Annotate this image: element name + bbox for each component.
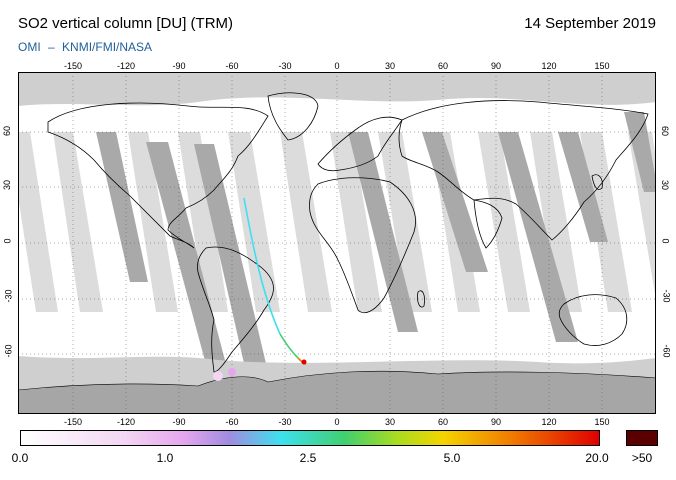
lat-tick-left: 60 (2, 125, 13, 137)
lat-tick-right: -30 (661, 289, 672, 303)
india (473, 199, 503, 249)
lat-tick-right: 30 (660, 179, 671, 191)
colorbar-label: >50 (631, 451, 653, 465)
lon-tick-bottom: 60 (437, 417, 449, 427)
swath-dark-group (96, 112, 656, 372)
graticule (18, 72, 656, 414)
colorbar-overflow-swatch (626, 430, 658, 446)
japan (591, 174, 603, 190)
coastlines (47, 92, 649, 373)
credit-separator: – (48, 40, 55, 54)
lon-tick-bottom: 90 (490, 417, 502, 427)
lat-tick-right: 0 (660, 238, 671, 244)
colorbar-label: 0.0 (11, 451, 29, 465)
lon-tick-bottom: 150 (594, 417, 610, 427)
lon-tick-top: -90 (172, 61, 186, 71)
asia (398, 100, 649, 241)
lon-tick-bottom: -120 (116, 417, 136, 427)
lat-tick-right: 60 (660, 125, 671, 137)
australia (558, 294, 628, 346)
lon-tick-top: 60 (437, 61, 449, 71)
lon-tick-bottom: 120 (541, 417, 557, 427)
map-title: SO2 vertical column [DU] (TRM) (18, 15, 234, 32)
world-map (18, 72, 656, 414)
lat-tick-left: -30 (3, 289, 14, 303)
north-america (47, 102, 269, 249)
lon-tick-bottom: -60 (225, 417, 239, 427)
lon-tick-top: -150 (63, 61, 83, 71)
lon-tick-top: 0 (334, 61, 340, 71)
colorbar-label: 2.5 (299, 451, 317, 465)
lon-tick-top: -120 (116, 61, 136, 71)
lon-tick-bottom: 0 (334, 417, 340, 427)
swath-light-group (18, 132, 656, 312)
lon-tick-bottom: -30 (278, 417, 292, 427)
lon-tick-top: 30 (384, 61, 396, 71)
map-date: 14 September 2019 (524, 15, 656, 32)
colorbar-label: 20.0 (585, 451, 609, 465)
madagascar (417, 290, 425, 308)
lon-tick-bottom: 30 (384, 417, 396, 427)
lon-tick-top: 120 (541, 61, 557, 71)
lon-tick-bottom: -150 (63, 417, 83, 427)
colorbar (20, 430, 600, 446)
lon-tick-bottom: -90 (172, 417, 186, 427)
lon-tick-top: -30 (278, 61, 292, 71)
lat-tick-right: -60 (661, 344, 672, 358)
credit-instrument: OMI (18, 40, 41, 54)
lat-tick-left: 30 (2, 179, 13, 191)
data-credit: OMI – KNMI/FMI/NASA (18, 40, 156, 54)
so2-signal (213, 197, 307, 381)
europe (317, 116, 403, 172)
africa (309, 177, 416, 314)
lon-tick-top: 150 (594, 61, 610, 71)
credit-agency: KNMI/FMI/NASA (62, 40, 153, 54)
south-america (197, 246, 274, 373)
lat-tick-left: 0 (2, 238, 13, 244)
lon-tick-top: -60 (225, 61, 239, 71)
lat-tick-left: -60 (3, 344, 14, 358)
colorbar-label: 5.0 (443, 451, 461, 465)
colorbar-label: 1.0 (156, 451, 174, 465)
greenland (267, 92, 319, 141)
lon-tick-top: 90 (490, 61, 502, 71)
